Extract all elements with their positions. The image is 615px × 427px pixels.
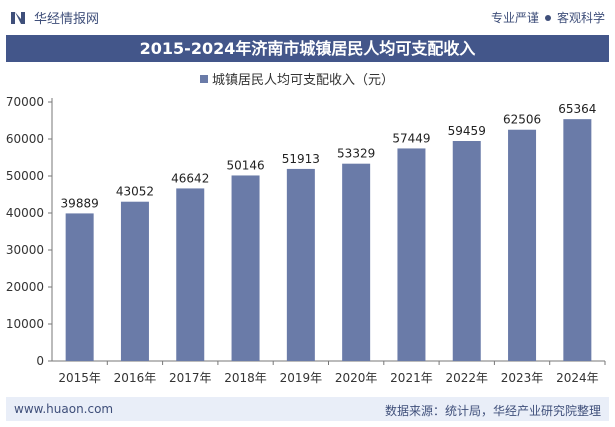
footer: www.huaon.com 数据来源：统计局，华经产业研究院整理 <box>6 397 609 421</box>
x-tick-label: 2018年 <box>224 371 267 385</box>
bar <box>342 163 371 361</box>
brand-logo-icon <box>11 11 25 24</box>
x-tick-label: 2016年 <box>114 371 157 385</box>
bar <box>120 201 149 361</box>
legend-swatch <box>200 75 208 83</box>
y-tick-label: 10000 <box>6 317 44 331</box>
data-label: 50146 <box>226 158 264 172</box>
legend-label: 城镇居民人均可支配收入（元） <box>212 73 394 88</box>
x-tick-label: 2017年 <box>169 371 212 385</box>
tagline-left: 专业严谨 <box>490 11 539 25</box>
data-label: 53329 <box>337 147 375 161</box>
bar <box>397 148 426 361</box>
bar <box>65 213 94 361</box>
data-label: 65364 <box>558 102 596 116</box>
bar <box>563 119 592 361</box>
brand: 华经情报网 <box>10 8 99 27</box>
tagline-right: 客观科学 <box>556 11 605 25</box>
chart-title: 2015-2024年济南市城镇居民人均可支配收入 <box>6 35 609 62</box>
brand-name: 华经情报网 <box>34 12 100 27</box>
dot-separator-icon <box>544 14 551 21</box>
top-bar: 华经情报网 专业严谨 客观科学 <box>0 0 615 34</box>
data-label: 57449 <box>392 131 430 145</box>
data-label: 62506 <box>503 113 541 127</box>
y-tick-label: 60000 <box>6 132 44 146</box>
y-tick-label: 50000 <box>6 169 44 183</box>
bar <box>176 188 205 361</box>
y-tick-label: 30000 <box>6 243 44 257</box>
x-tick-label: 2024年 <box>556 371 599 385</box>
y-tick-label: 70000 <box>6 95 44 109</box>
x-tick-label: 2015年 <box>58 371 101 385</box>
bar <box>508 129 537 361</box>
x-tick-label: 2022年 <box>445 371 488 385</box>
x-tick-label: 2021年 <box>390 371 433 385</box>
footer-source: 数据来源：统计局，华经产业研究院整理 <box>384 404 601 418</box>
bar-chart: 城镇居民人均可支配收入（元） 0 10000 20000 30000 40000 50000… <box>6 73 606 385</box>
bar <box>286 168 315 361</box>
data-label: 43052 <box>116 185 154 199</box>
tagline: 专业严谨 客观科学 <box>491 9 605 26</box>
x-tick-label: 2019年 <box>280 371 323 385</box>
bar <box>231 175 260 361</box>
data-label: 39889 <box>61 196 99 210</box>
y-tick-label: 20000 <box>6 280 44 294</box>
y-tick-label: 40000 <box>6 206 44 220</box>
x-tick-label: 2020年 <box>335 371 378 385</box>
data-label: 46642 <box>171 171 209 185</box>
footer-site: www.huaon.com <box>14 402 114 416</box>
data-label: 59459 <box>448 124 486 138</box>
bar <box>452 141 481 361</box>
y-tick-label: 0 <box>36 354 44 368</box>
x-tick-label: 2023年 <box>501 371 544 385</box>
data-label: 51913 <box>282 152 320 166</box>
